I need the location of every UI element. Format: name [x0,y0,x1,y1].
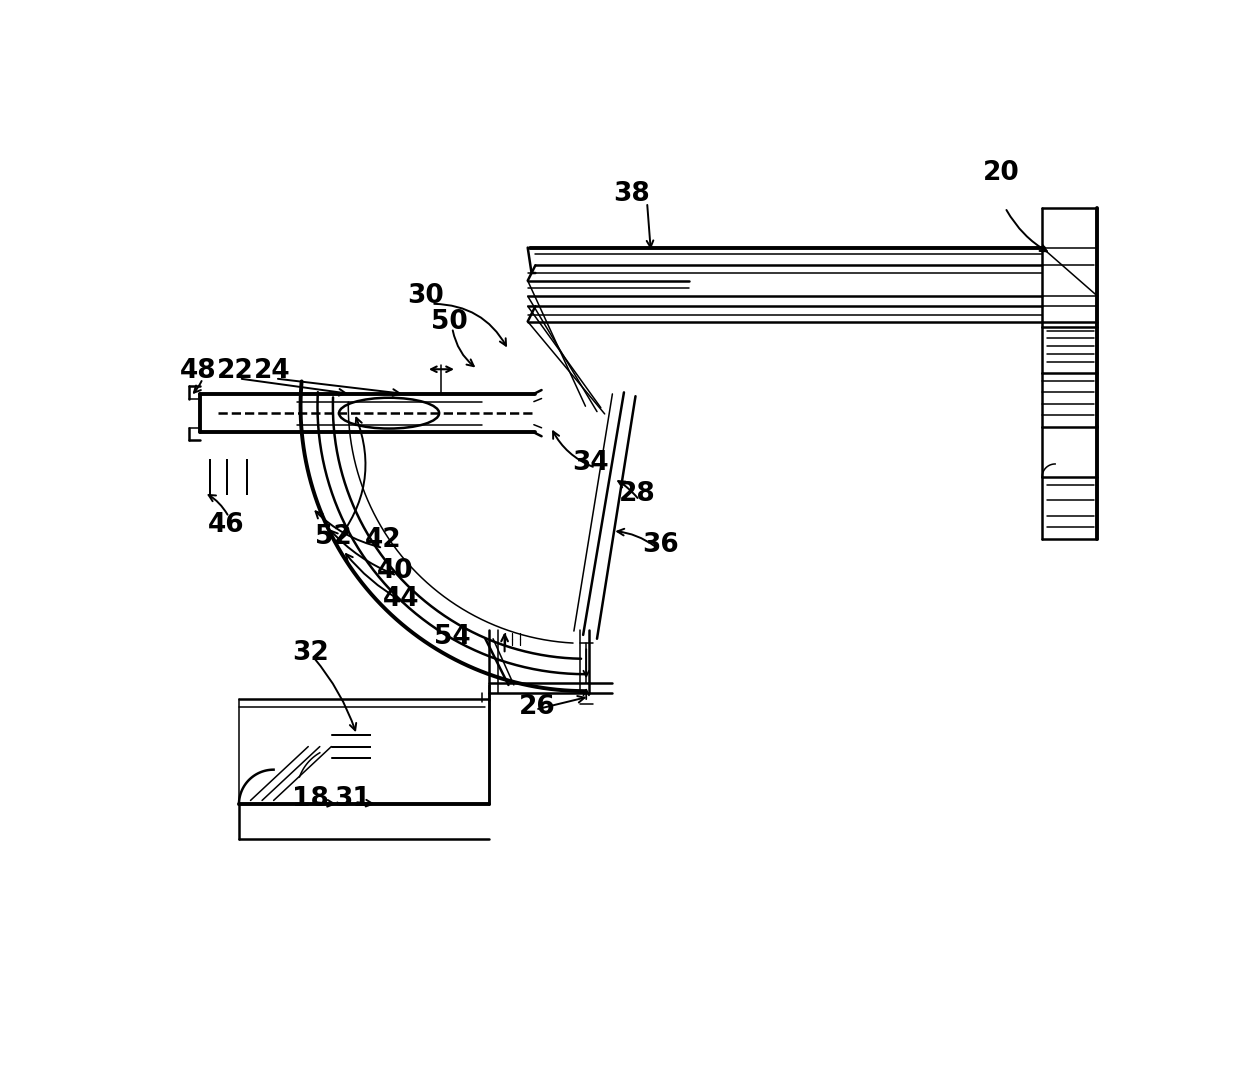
Text: 30: 30 [408,283,444,309]
Text: 44: 44 [382,585,419,611]
Text: 50: 50 [430,309,467,334]
Text: 34: 34 [573,450,609,477]
Text: 20: 20 [983,160,1019,186]
Text: 38: 38 [614,181,650,207]
Text: 26: 26 [518,693,556,719]
Text: 31: 31 [334,786,371,812]
Text: 52: 52 [315,524,352,551]
Text: 40: 40 [377,558,414,584]
Text: 42: 42 [365,528,402,553]
Text: 28: 28 [619,481,656,507]
Text: 48: 48 [180,358,217,384]
Text: 36: 36 [642,532,678,558]
Text: 54: 54 [434,625,470,651]
Text: 46: 46 [207,511,244,537]
Text: 32: 32 [293,640,329,666]
Text: 22: 22 [217,358,253,384]
Text: 18: 18 [293,786,329,812]
Text: 24: 24 [254,358,290,384]
